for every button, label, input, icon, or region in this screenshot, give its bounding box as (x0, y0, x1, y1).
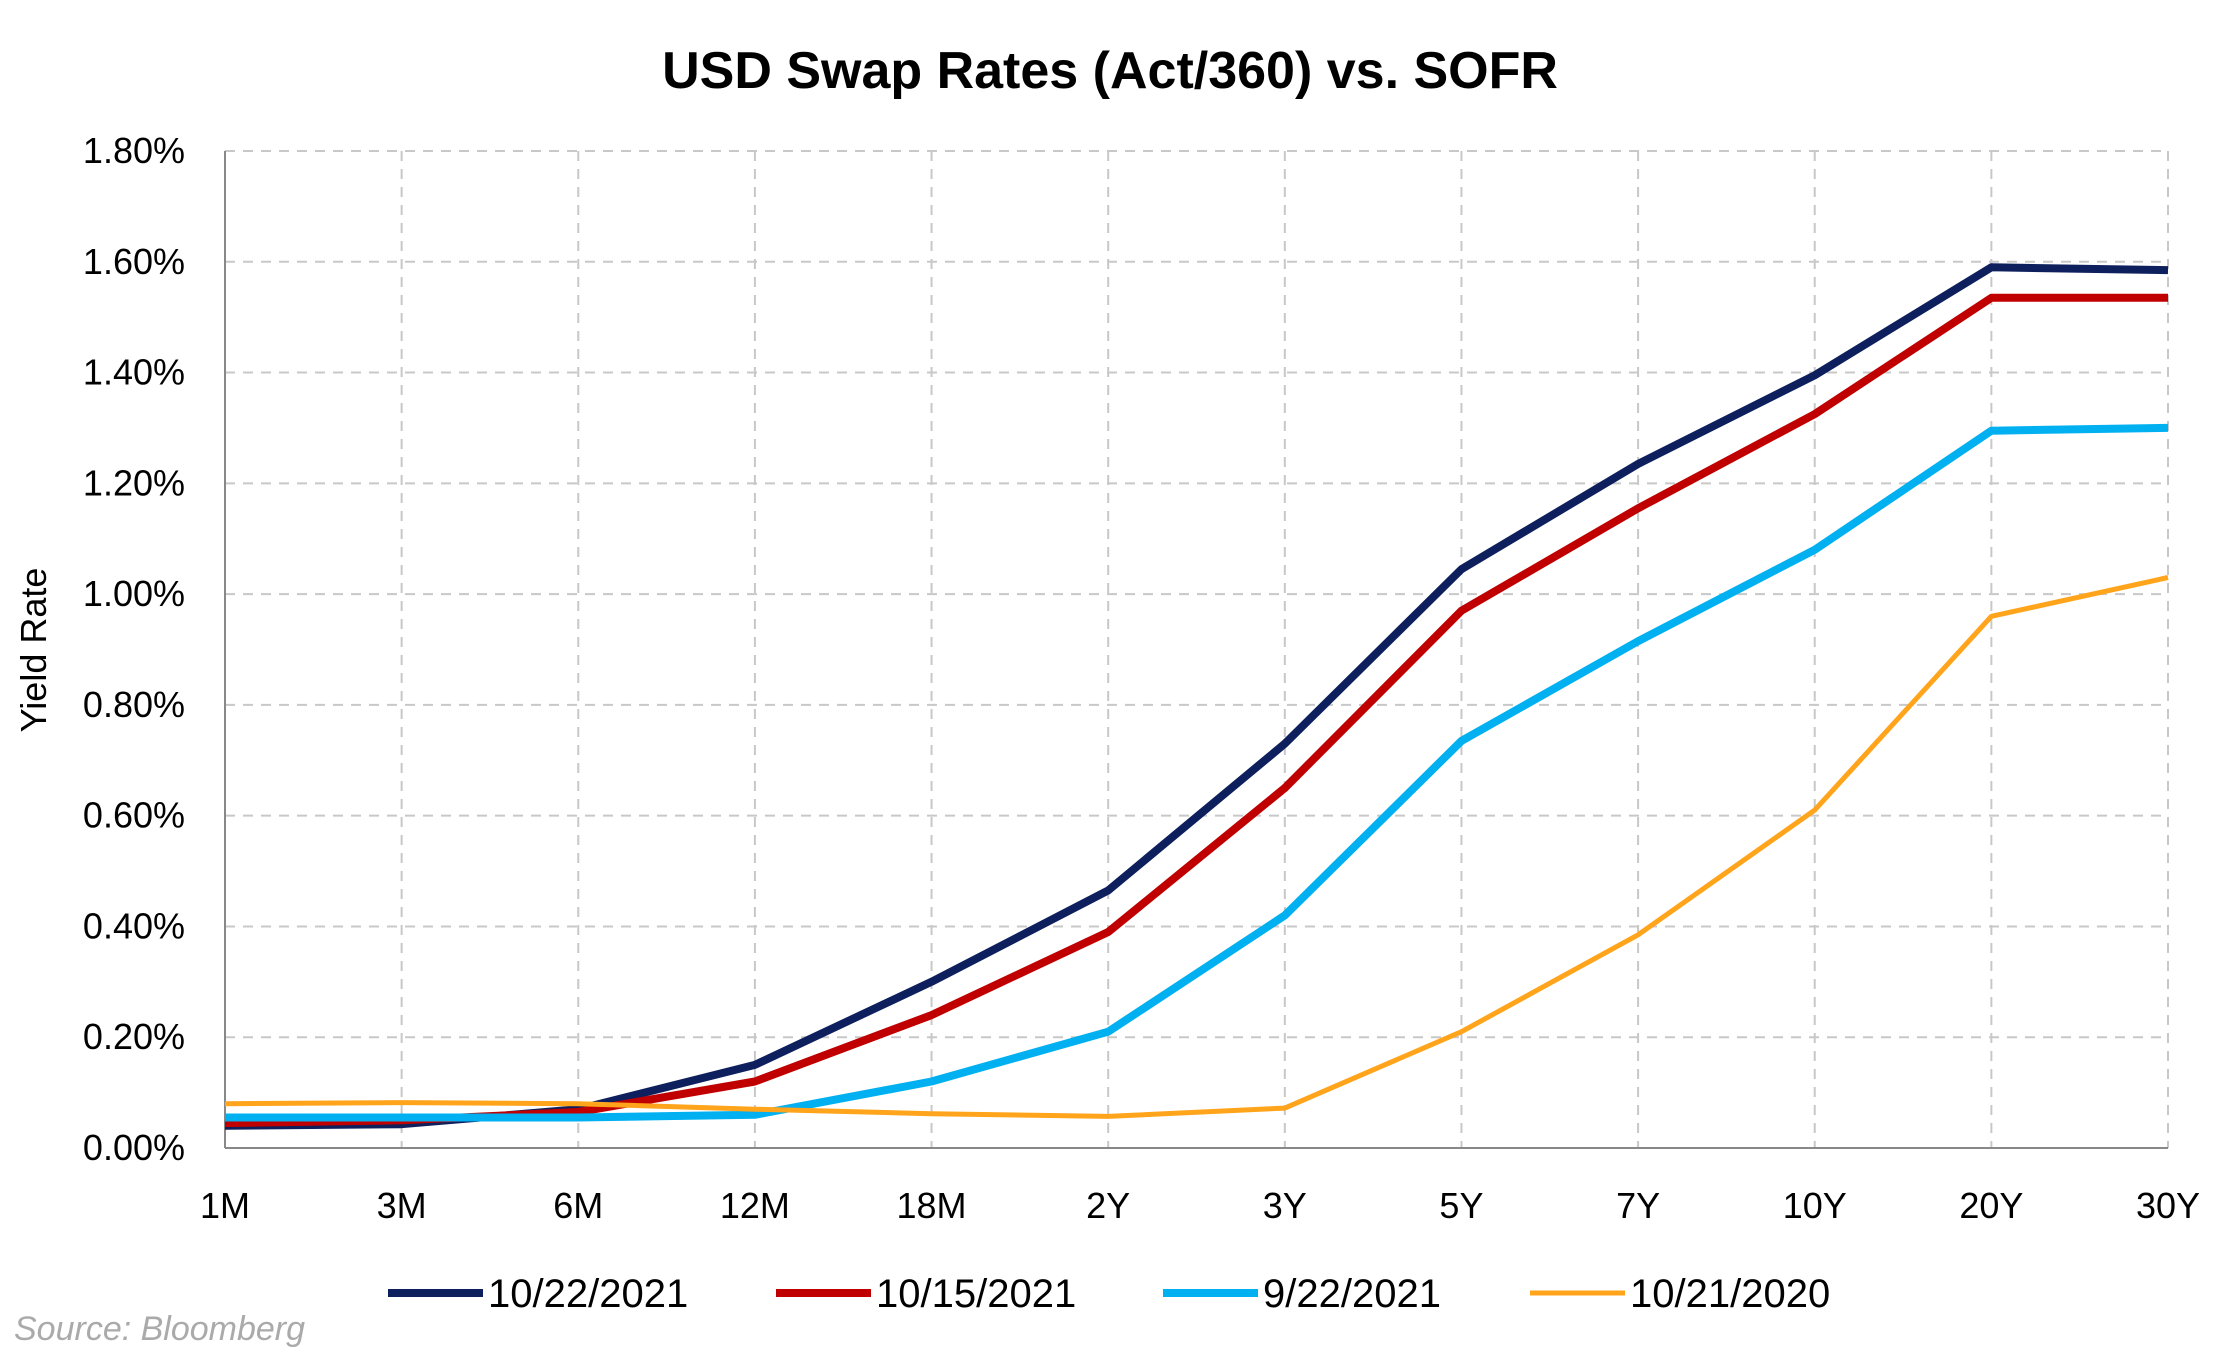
y-tick-label: 1.00% (83, 573, 185, 614)
y-tick-label: 0.20% (83, 1016, 185, 1057)
legend-label-2: 9/22/2021 (1263, 1272, 1441, 1316)
source-note: Source: Bloomberg (14, 1310, 305, 1348)
x-tick-label: 3M (377, 1185, 427, 1226)
x-tick-label: 1M (200, 1185, 250, 1226)
y-tick-label: 0.60% (83, 795, 185, 836)
grid-lines (225, 150, 2169, 1148)
legend-label-3: 10/21/2020 (1630, 1272, 1830, 1316)
axes (224, 151, 2168, 1149)
series-line-1 (224, 293, 2168, 1128)
x-tick-label: 30Y (2136, 1185, 2200, 1226)
y-tick-label: 1.20% (83, 462, 185, 503)
x-tick-label: 2Y (1086, 1185, 1130, 1226)
x-tick-label: 5Y (1439, 1185, 1483, 1226)
y-axis-ticks: 0.00% 0.20% 0.40% 0.60% 0.80% 1.00% 1.20% 1.40%… (83, 130, 185, 1168)
x-tick-label: 7Y (1616, 1185, 1660, 1226)
y-tick-label: 1.80% (83, 130, 185, 171)
legend-label-0: 10/22/2021 (488, 1272, 688, 1316)
x-tick-label: 10Y (1783, 1185, 1847, 1226)
series-line-2 (225, 423, 2169, 1122)
y-axis-label: Yield Rate (13, 568, 54, 733)
series-line-0 (224, 263, 2169, 1130)
series-line-3 (224, 575, 2169, 1119)
x-tick-label: 12M (720, 1185, 790, 1226)
x-axis-ticks: 1M 3M 6M 12M 18M 2Y 3Y 5Y 7Y 10Y 20Y 30Y (200, 1185, 2200, 1226)
x-tick-label: 6M (553, 1185, 603, 1226)
y-tick-label: 1.60% (83, 241, 185, 282)
x-tick-label: 20Y (1959, 1185, 2023, 1226)
chart-title: USD Swap Rates (Act/360) vs. SOFR (662, 42, 1558, 100)
y-tick-label: 0.00% (83, 1127, 185, 1168)
y-tick-label: 0.40% (83, 905, 185, 946)
y-tick-label: 0.80% (83, 684, 185, 725)
legend-label-1: 10/15/2021 (876, 1272, 1076, 1316)
y-tick-label: 1.40% (83, 352, 185, 393)
series-lines (224, 263, 2169, 1130)
x-tick-label: 3Y (1263, 1185, 1307, 1226)
x-tick-label: 18M (897, 1185, 967, 1226)
legend: 10/22/2021 10/15/2021 9/22/2021 10/21/2020 (388, 1272, 1830, 1316)
